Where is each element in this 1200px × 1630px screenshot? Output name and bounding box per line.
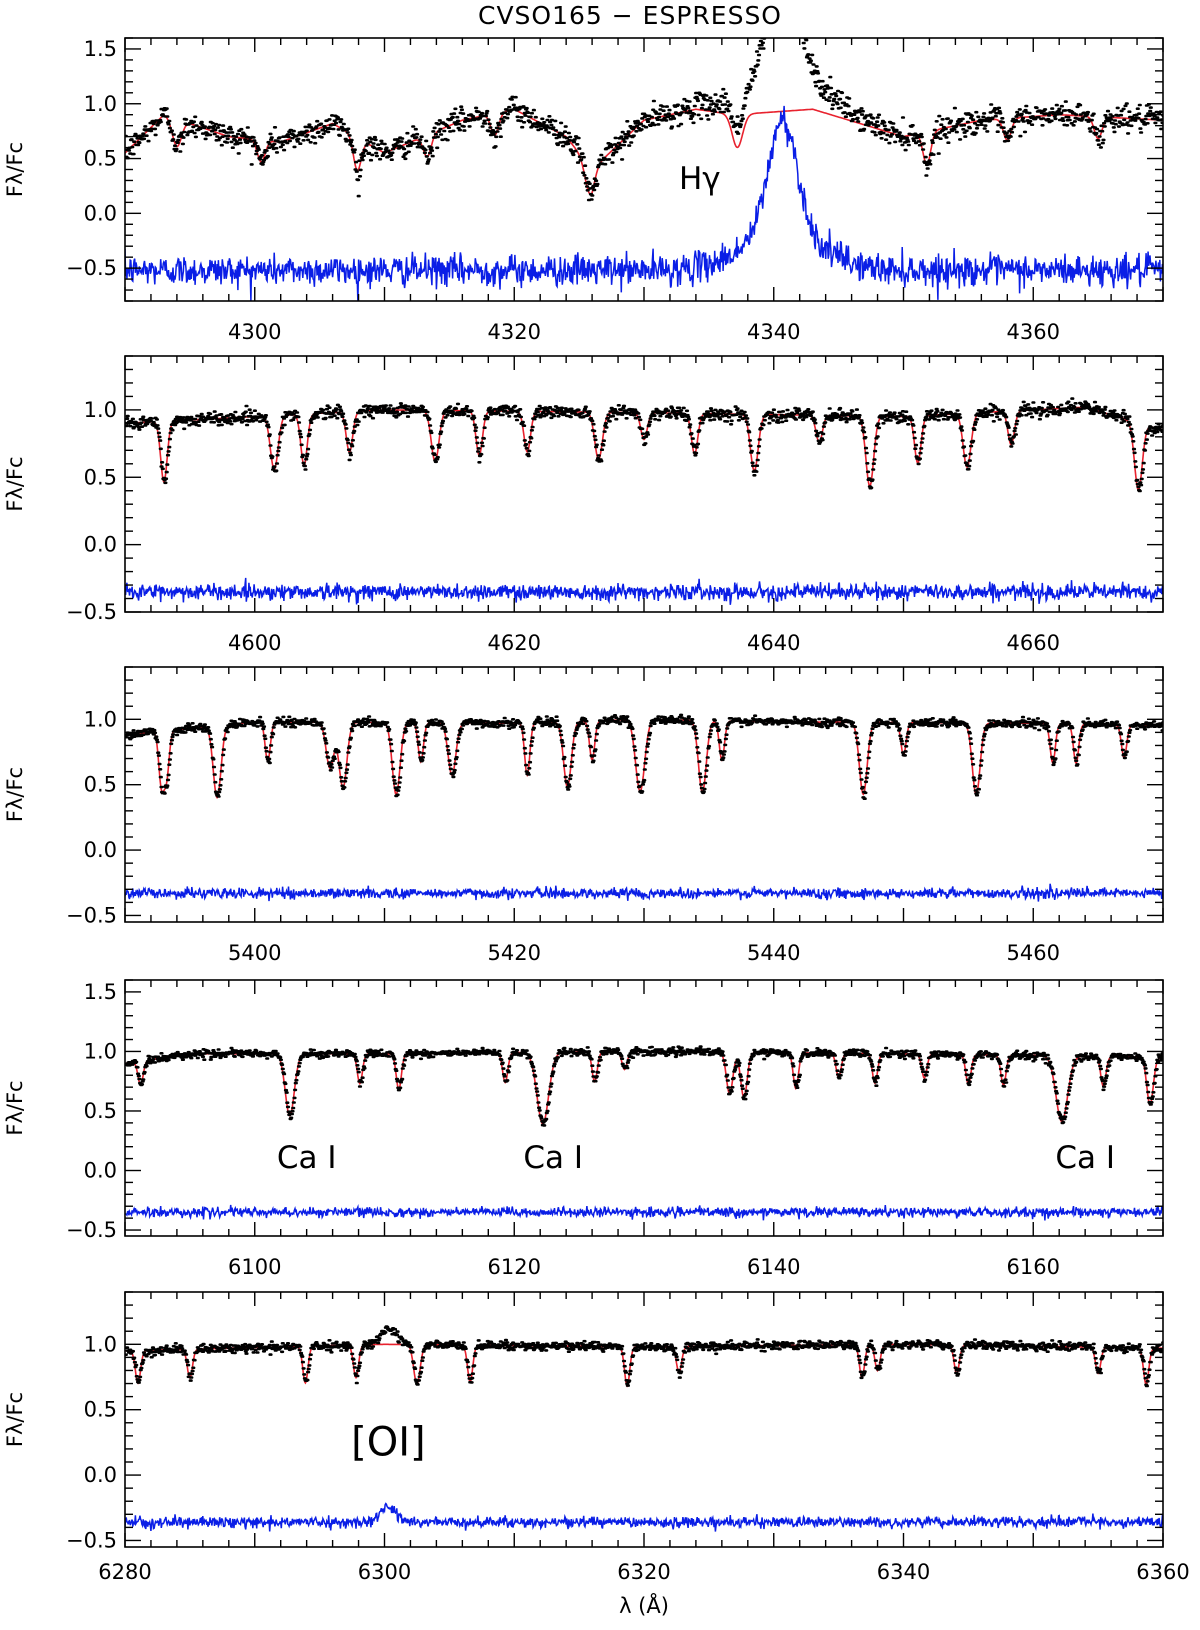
x-tick-label: 4300 — [228, 320, 281, 344]
x-tick-label: 4340 — [747, 320, 800, 344]
axes-frame — [124, 1291, 1164, 1548]
x-tick-label: 6340 — [877, 1560, 930, 1584]
x-tick-label: 6360 — [1136, 1560, 1189, 1584]
residual-spectrum-line — [125, 1502, 1163, 1532]
x-axis-label: λ (Å) — [619, 1592, 669, 1618]
model-spectrum-line — [125, 406, 1163, 492]
y-tick-label: 0.5 — [84, 147, 117, 171]
y-tick-label: 0.0 — [84, 533, 117, 557]
x-tick-label: 6160 — [1007, 1255, 1060, 1279]
x-tick-label: 5440 — [747, 941, 800, 965]
residual-spectrum-line — [125, 883, 1163, 902]
annotation-label: Ca I — [1055, 1140, 1115, 1176]
y-tick-label: 0.0 — [84, 201, 117, 225]
y-tick-label: −0.5 — [66, 1218, 117, 1242]
x-tick-label: 4640 — [747, 631, 800, 655]
x-tick-label: 4320 — [488, 320, 541, 344]
panel-2: 4600 4620 4640 4660 −0.5 0.0 0.5 1.0 Fλ/Fc — [3, 355, 1164, 655]
residual-spectrum-line — [125, 1204, 1163, 1221]
y-tick-label: 0.5 — [84, 465, 117, 489]
annotation-label: Hγ — [679, 161, 721, 197]
figure-title: CVSO165 − ESPRESSO — [478, 1, 782, 30]
observed-spectrum-dots — [125, 1045, 1163, 1127]
y-tick-label: 0.0 — [84, 1463, 117, 1487]
observed-spectrum-dots — [125, 38, 1163, 202]
x-tick-label: 5420 — [488, 941, 541, 965]
y-tick-label: 0.5 — [84, 773, 117, 797]
x-tick-label: 4360 — [1007, 320, 1060, 344]
y-tick-label: 0.0 — [84, 1159, 117, 1183]
residual-spectrum-line — [125, 577, 1163, 605]
axes-frame — [124, 666, 1164, 923]
model-spectrum-line — [125, 1343, 1163, 1388]
x-tick-label: 6280 — [98, 1560, 151, 1584]
y-tick-label: 1.5 — [84, 37, 117, 61]
y-axis-label: Fλ/Fc — [3, 142, 27, 197]
model-spectrum-line — [125, 718, 1163, 800]
axes-frame — [124, 979, 1164, 1237]
y-axis-label: Fλ/Fc — [3, 767, 27, 822]
x-tick-label: 6100 — [228, 1255, 281, 1279]
panel-5: 6280 6300 6320 6340 6360 −0.5 0.0 0.5 1.0 Fλ/Fc [O… — [3, 1291, 1190, 1618]
y-tick-label: −0.5 — [66, 600, 117, 624]
panel-3: 5400 5420 5440 5460 −0.5 0.0 0.5 1.0 Fλ/Fc — [3, 666, 1164, 965]
y-tick-label: −0.5 — [66, 256, 117, 280]
y-tick-label: 0.0 — [84, 838, 117, 862]
x-tick-label: 6320 — [617, 1560, 670, 1584]
annotation-label: [OI] — [351, 1419, 426, 1465]
observed-spectrum-dots — [125, 397, 1163, 493]
y-tick-label: 1.0 — [84, 1039, 117, 1063]
y-tick-label: 0.5 — [84, 1099, 117, 1123]
y-tick-label: 1.0 — [84, 707, 117, 731]
y-tick-label: 1.0 — [84, 398, 117, 422]
observed-spectrum-dots — [125, 1325, 1163, 1388]
residual-spectrum-line — [125, 105, 1163, 301]
y-axis-label: Fλ/Fc — [3, 1080, 27, 1135]
y-tick-label: 0.5 — [84, 1398, 117, 1422]
x-tick-label: 4620 — [488, 631, 541, 655]
y-axis-label: Fλ/Fc — [3, 1392, 27, 1447]
panels: 4300 4320 4340 4360−0.50.00.51.01.5Fλ/Fc Hγ4… — [3, 37, 1190, 1618]
x-tick-label: 6140 — [747, 1255, 800, 1279]
x-tick-label: 5460 — [1007, 941, 1060, 965]
x-tick-label: 6120 — [488, 1255, 541, 1279]
y-tick-label: −0.5 — [66, 903, 117, 927]
x-tick-label: 6300 — [358, 1560, 411, 1584]
panel-4: 6100 6120 6140 6160 −0.5 0.0 0.5 1.0 1.5 Fλ/Fc Ca … — [3, 979, 1164, 1279]
y-axis-label: Fλ/Fc — [3, 456, 27, 511]
y-tick-label: 1.0 — [84, 92, 117, 116]
x-tick-label: 4600 — [228, 631, 281, 655]
annotation-label: Ca I — [277, 1140, 337, 1176]
y-tick-label: 1.0 — [84, 1332, 117, 1356]
x-tick-label: 4660 — [1007, 631, 1060, 655]
annotation-label: Ca I — [523, 1140, 583, 1176]
y-tick-label: 1.5 — [84, 980, 117, 1004]
panel-1: 4300 4320 4340 4360 −0.5 0.0 0.5 1.0 1.5 Fλ/Fc Hγ — [3, 37, 1164, 344]
model-spectrum-line — [125, 108, 1163, 195]
y-tick-label: −0.5 — [66, 1528, 117, 1552]
x-tick-label: 5400 — [228, 941, 281, 965]
axes-frame — [124, 355, 1164, 613]
